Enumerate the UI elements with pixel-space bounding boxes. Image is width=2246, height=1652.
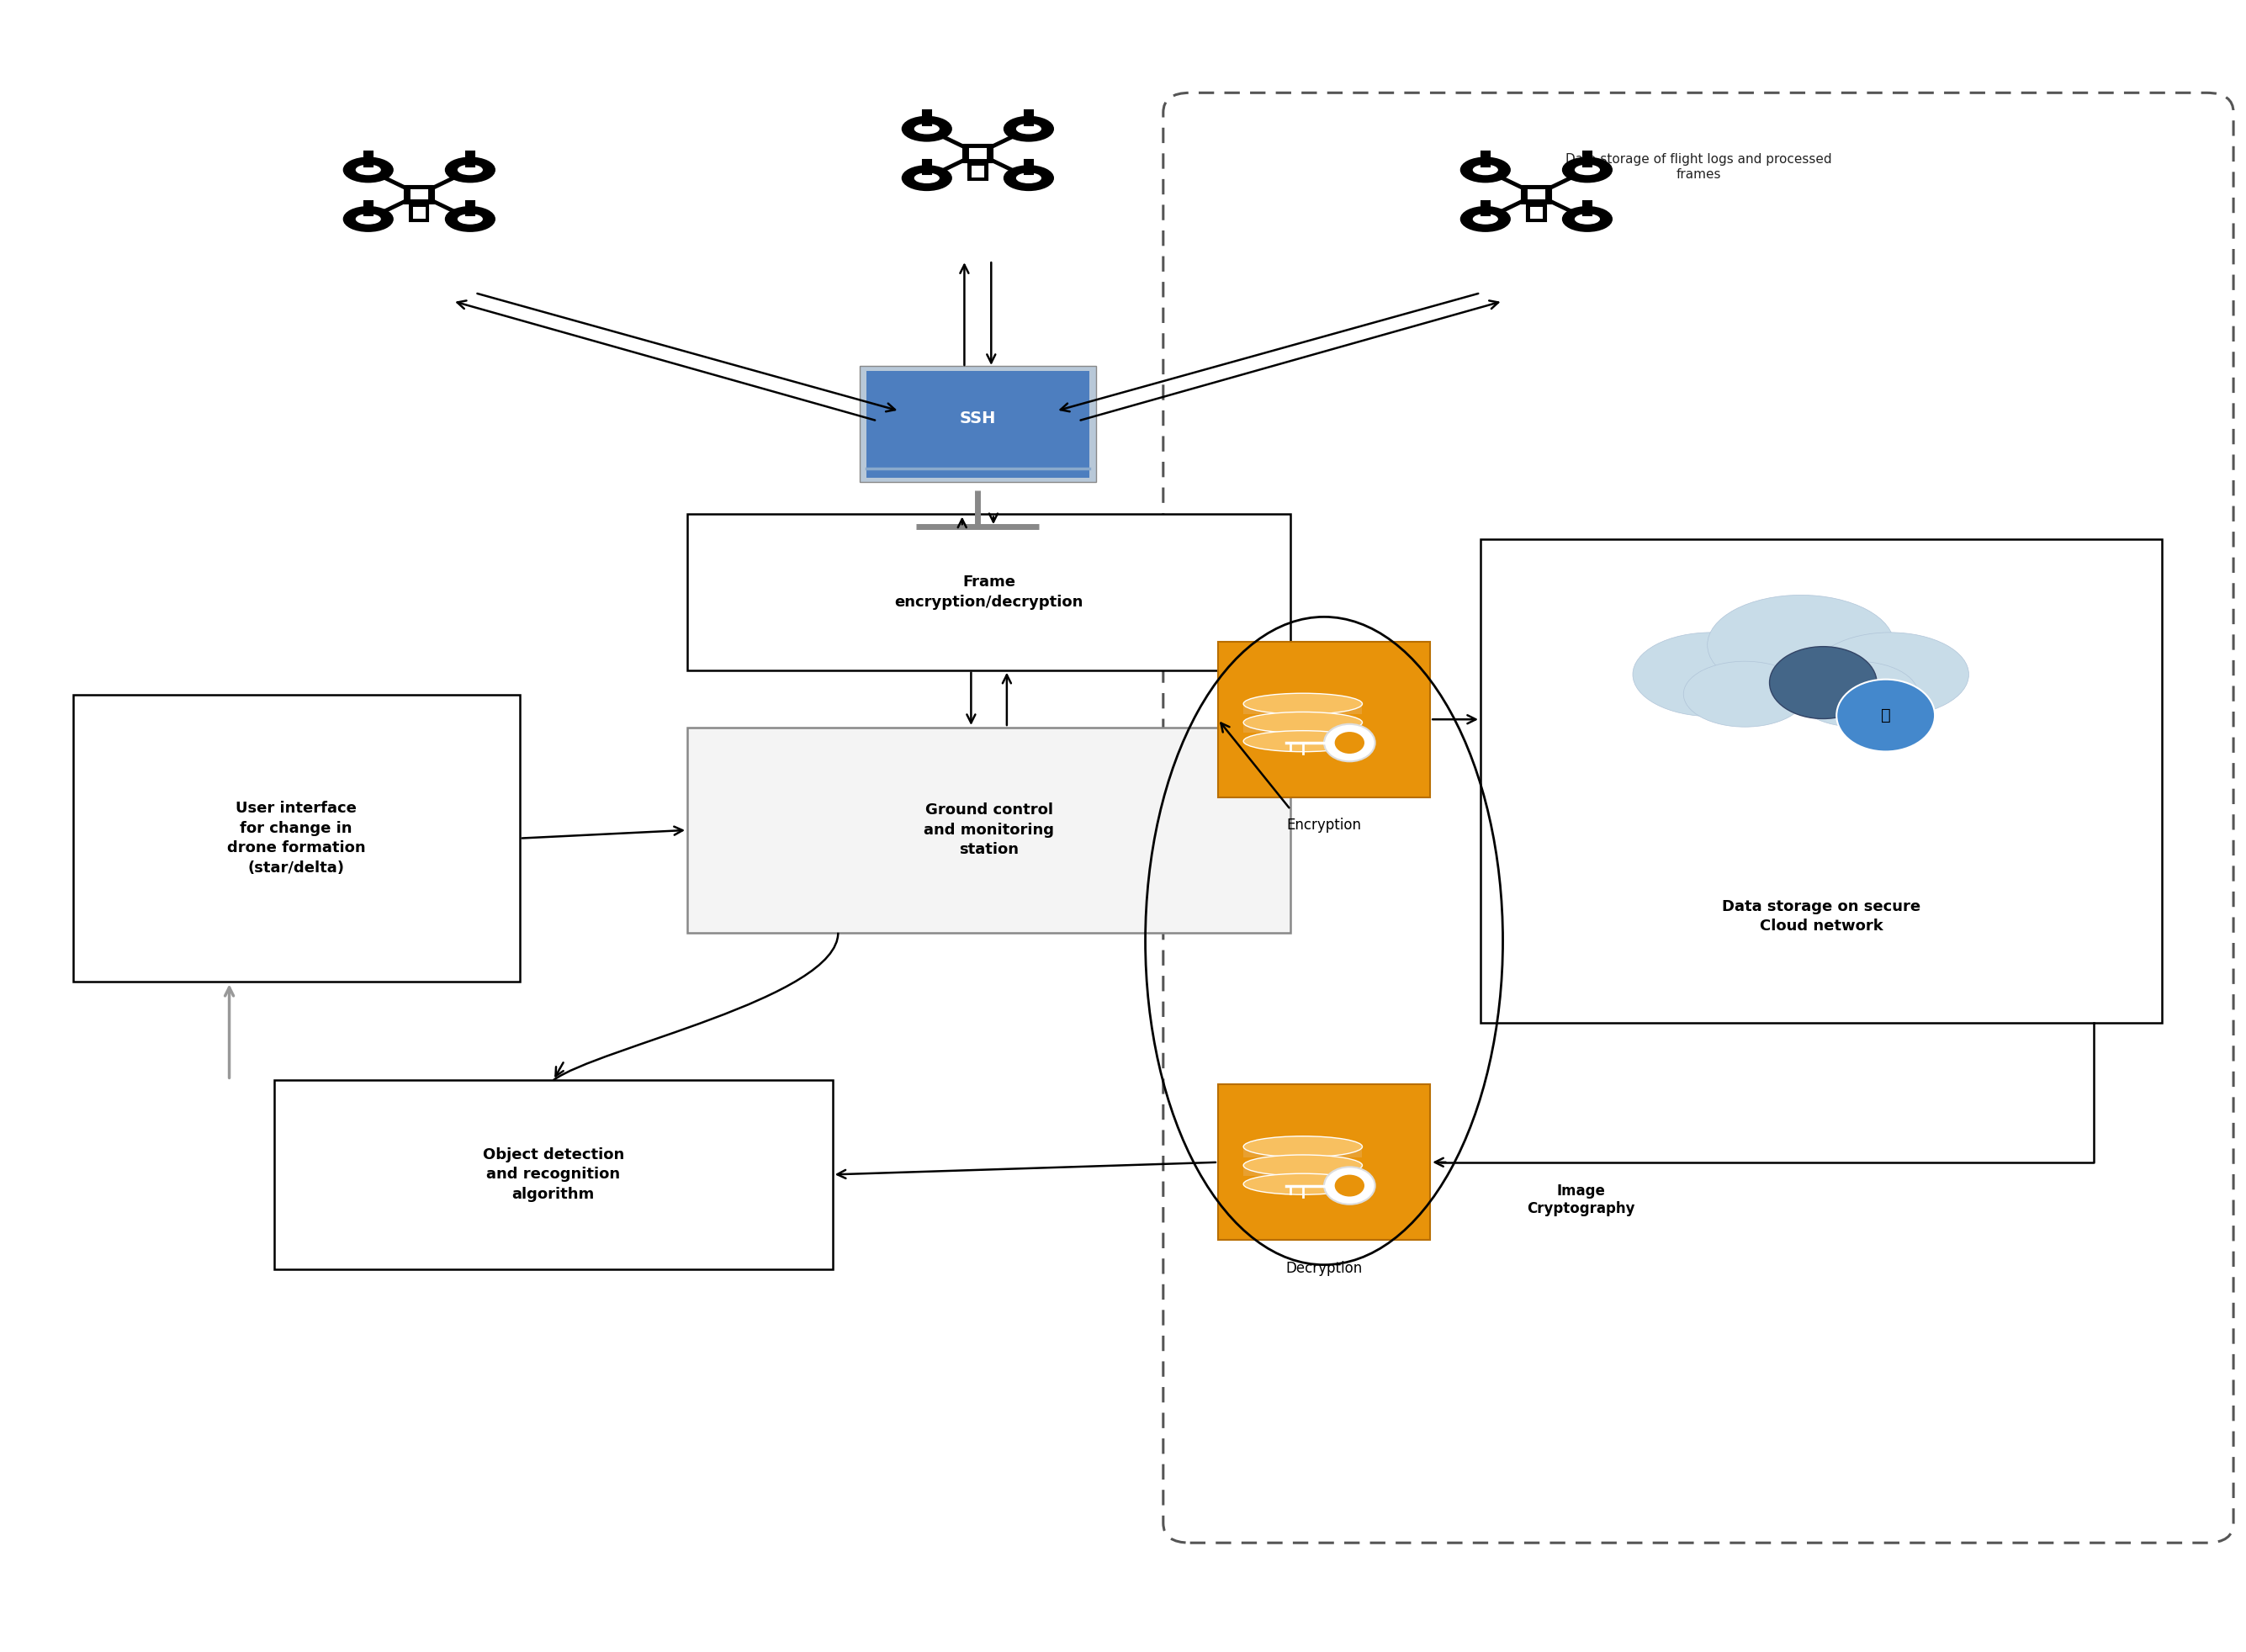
Text: SSH: SSH <box>959 411 995 426</box>
Bar <box>973 167 984 177</box>
Bar <box>1527 190 1545 198</box>
Ellipse shape <box>1770 646 1878 719</box>
Ellipse shape <box>1017 173 1040 183</box>
Ellipse shape <box>903 167 950 190</box>
Bar <box>1024 160 1033 175</box>
Bar <box>860 365 1096 482</box>
Bar <box>413 208 424 218</box>
Ellipse shape <box>1813 633 1970 717</box>
Circle shape <box>1334 732 1363 753</box>
Text: Decryption: Decryption <box>1285 1260 1363 1275</box>
Ellipse shape <box>458 215 483 223</box>
Text: Data storage on secure
Cloud network: Data storage on secure Cloud network <box>1723 899 1920 933</box>
Bar <box>1217 1084 1431 1241</box>
Bar <box>1521 185 1552 203</box>
Ellipse shape <box>1017 124 1040 134</box>
Bar <box>1583 202 1592 215</box>
Ellipse shape <box>1563 159 1610 182</box>
Bar <box>1024 111 1033 126</box>
Bar <box>1527 203 1545 221</box>
Text: Data storage of flight logs and processed
frames: Data storage of flight logs and processe… <box>1565 154 1830 180</box>
Bar <box>687 727 1291 933</box>
Bar <box>467 152 474 167</box>
Text: User interface
for change in
drone formation
(star/delta): User interface for change in drone forma… <box>227 801 366 876</box>
Ellipse shape <box>344 159 393 182</box>
Bar <box>72 695 519 981</box>
Bar <box>1244 722 1363 733</box>
Circle shape <box>1325 724 1375 762</box>
Ellipse shape <box>344 206 393 231</box>
Circle shape <box>1334 1175 1363 1196</box>
Bar <box>923 111 930 126</box>
Bar <box>1583 152 1592 167</box>
Ellipse shape <box>447 206 494 231</box>
Ellipse shape <box>1473 215 1498 223</box>
Ellipse shape <box>1574 165 1599 175</box>
Bar <box>274 1080 833 1269</box>
Text: Object detection
and recognition
algorithm: Object detection and recognition algorit… <box>483 1146 624 1203</box>
Ellipse shape <box>1462 159 1509 182</box>
Ellipse shape <box>903 117 950 140</box>
Bar <box>411 190 427 198</box>
Ellipse shape <box>1004 117 1053 140</box>
Bar <box>409 203 429 221</box>
Bar <box>1244 1146 1363 1156</box>
Ellipse shape <box>357 215 380 223</box>
Bar <box>467 202 474 215</box>
Bar <box>1244 704 1363 714</box>
Text: Image
Cryptography: Image Cryptography <box>1527 1184 1635 1216</box>
Ellipse shape <box>458 165 483 175</box>
Circle shape <box>1837 679 1934 752</box>
Bar <box>867 370 1089 477</box>
Bar <box>923 160 930 175</box>
Ellipse shape <box>1004 167 1053 190</box>
Bar <box>1482 202 1489 215</box>
Ellipse shape <box>357 165 380 175</box>
Bar <box>364 202 373 215</box>
Ellipse shape <box>914 173 939 183</box>
Ellipse shape <box>1462 206 1509 231</box>
Ellipse shape <box>447 159 494 182</box>
Bar <box>1532 208 1543 218</box>
Bar <box>970 149 986 159</box>
Ellipse shape <box>1707 595 1893 695</box>
Text: Frame
encryption/decryption: Frame encryption/decryption <box>894 575 1083 610</box>
Ellipse shape <box>1244 1173 1363 1194</box>
Ellipse shape <box>1244 712 1363 733</box>
Bar <box>968 162 988 180</box>
Bar <box>364 152 373 167</box>
Bar <box>687 514 1291 671</box>
Circle shape <box>1325 1166 1375 1204</box>
Ellipse shape <box>1244 694 1363 714</box>
Ellipse shape <box>1574 215 1599 223</box>
Bar <box>964 145 993 162</box>
Ellipse shape <box>1244 1137 1363 1156</box>
Ellipse shape <box>1563 206 1610 231</box>
Bar <box>1244 1165 1363 1176</box>
Ellipse shape <box>1633 633 1790 717</box>
Ellipse shape <box>1795 661 1918 727</box>
Text: Encryption: Encryption <box>1287 818 1361 833</box>
Text: 🔒: 🔒 <box>1880 707 1891 724</box>
Text: Ground control
and monitoring
station: Ground control and monitoring station <box>923 803 1053 857</box>
Ellipse shape <box>914 124 939 134</box>
Bar <box>1480 539 2163 1023</box>
Bar <box>1482 152 1489 167</box>
Ellipse shape <box>1473 165 1498 175</box>
Ellipse shape <box>1244 730 1363 752</box>
Ellipse shape <box>1684 661 1806 727</box>
Ellipse shape <box>1244 1155 1363 1176</box>
Bar <box>404 185 433 203</box>
Bar <box>1217 641 1431 798</box>
